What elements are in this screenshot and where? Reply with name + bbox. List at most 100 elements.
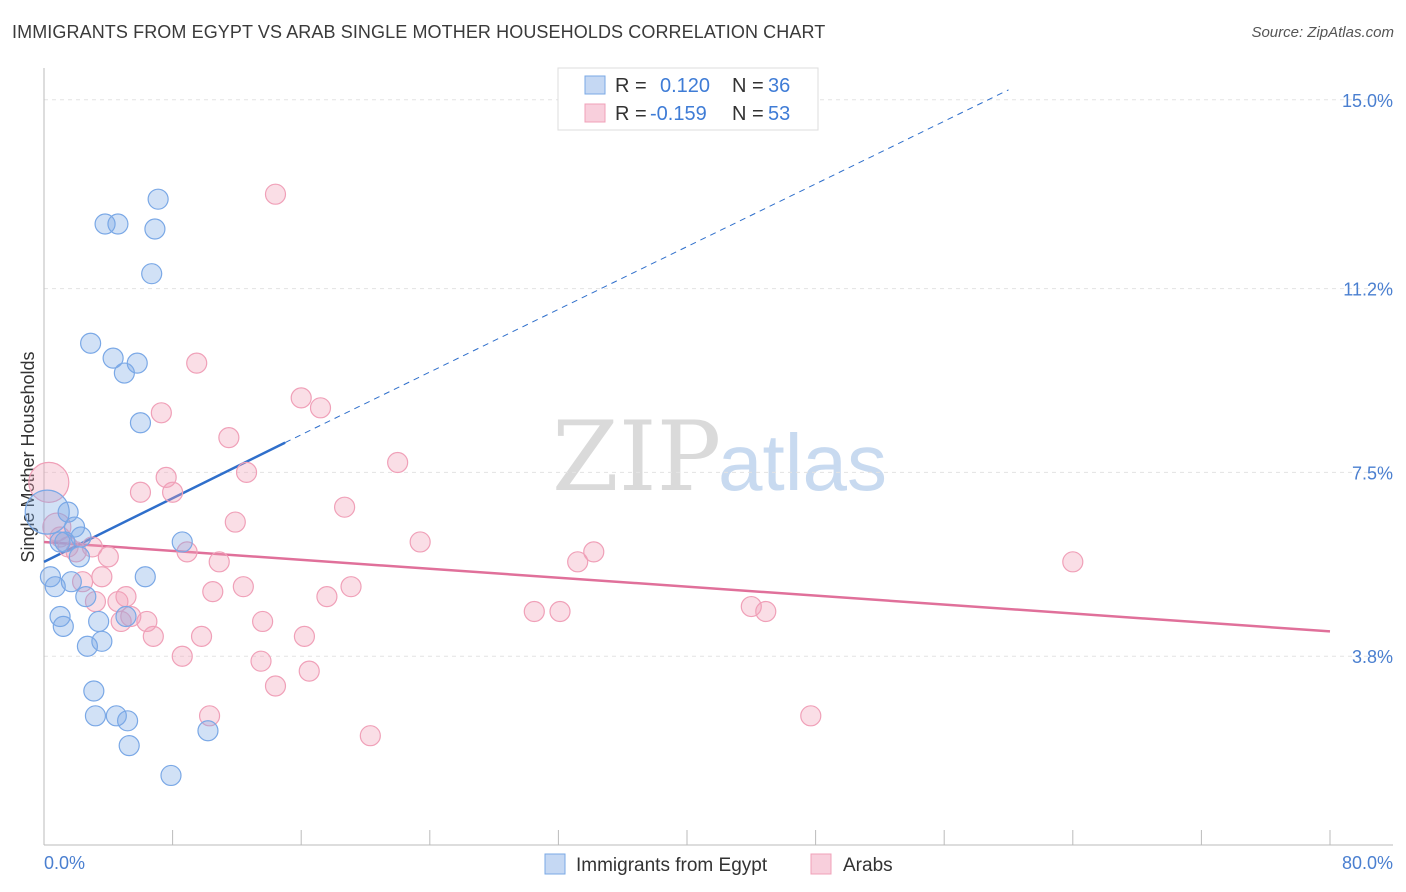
- point-arabs: [176, 541, 198, 563]
- point-egypt: [129, 412, 152, 434]
- point-arabs: [115, 586, 137, 608]
- gridlines: [44, 99, 1393, 657]
- point-egypt: [83, 680, 105, 702]
- legend-n-value-arabs: 53: [768, 103, 790, 125]
- legend-r-label-arabs: R =: [615, 103, 647, 125]
- legend-r-value-arabs: -0.159: [650, 103, 707, 125]
- point-arabs: [202, 581, 224, 603]
- point-arabs: [91, 566, 113, 588]
- legend-r-value-egypt: 0.120: [660, 75, 710, 97]
- point-egypt: [24, 489, 70, 535]
- point-arabs: [340, 576, 362, 598]
- data-points: [24, 183, 1084, 787]
- point-arabs: [252, 610, 274, 633]
- y-tick-label: 3.8%: [1352, 647, 1393, 667]
- bottom-legend-swatch-egypt: [544, 853, 566, 875]
- point-arabs: [120, 605, 142, 628]
- point-egypt: [102, 347, 124, 369]
- point-arabs: [583, 541, 605, 563]
- point-egypt: [60, 571, 82, 593]
- trend-lines: [43, 89, 1331, 633]
- point-arabs: [755, 600, 777, 623]
- point-egypt: [126, 352, 148, 374]
- legend-n-label-egypt: N =: [732, 75, 764, 97]
- legend-n-label-arabs: N =: [732, 103, 764, 125]
- axes: [43, 68, 1393, 846]
- point-arabs: [97, 546, 119, 568]
- point-egypt: [52, 615, 74, 638]
- point-egypt: [171, 531, 193, 553]
- point-arabs: [162, 481, 184, 503]
- point-egypt: [70, 526, 92, 548]
- point-egypt: [116, 710, 139, 732]
- watermark-zip: ZIP: [552, 401, 721, 513]
- point-egypt: [84, 705, 107, 727]
- point-egypt: [115, 605, 137, 628]
- y-tick-label: 7.5%: [1352, 463, 1393, 483]
- correlation-legend: R = 0.120 N = 36 R = -0.159 N = 53: [557, 67, 819, 131]
- point-arabs: [549, 600, 571, 623]
- y-tick-label: 15.0%: [1342, 91, 1393, 111]
- point-egypt: [49, 531, 71, 553]
- point-arabs: [293, 625, 316, 647]
- legend-swatch-arabs: [584, 103, 606, 123]
- point-egypt: [144, 218, 166, 240]
- point-egypt: [141, 263, 163, 285]
- legend-n-value-egypt: 36: [768, 75, 790, 97]
- legend-swatch-egypt: [584, 75, 606, 95]
- point-egypt: [75, 586, 97, 608]
- watermark: ZIP atlas: [552, 401, 887, 513]
- point-arabs: [150, 402, 172, 424]
- point-arabs: [523, 600, 545, 623]
- x-tick-labels: 0.0% 80.0%: [44, 853, 1393, 873]
- point-egypt: [118, 735, 140, 757]
- point-egypt: [68, 546, 90, 568]
- y-axis-label: Single Mother Households: [18, 351, 38, 562]
- point-arabs: [1062, 551, 1084, 573]
- point-arabs: [218, 427, 240, 449]
- point-egypt: [94, 213, 116, 235]
- point-arabs: [264, 675, 287, 697]
- point-arabs: [129, 481, 152, 503]
- point-arabs: [309, 397, 332, 419]
- point-arabs: [359, 725, 381, 747]
- point-arabs: [208, 551, 230, 573]
- point-egypt: [134, 566, 156, 588]
- point-egypt: [44, 576, 66, 598]
- point-arabs: [142, 625, 164, 647]
- point-egypt: [107, 213, 129, 235]
- point-arabs: [334, 496, 356, 518]
- point-arabs: [171, 645, 193, 667]
- point-arabs: [264, 183, 287, 205]
- point-arabs: [387, 451, 409, 474]
- series-legend: Immigrants from Egypt Arabs: [544, 853, 893, 876]
- legend-r-label-egypt: R =: [615, 75, 647, 97]
- trend-line-arabs: [43, 540, 1331, 633]
- point-arabs: [316, 586, 338, 608]
- chart-title: IMMIGRANTS FROM EGYPT VS ARAB SINGLE MOT…: [12, 22, 826, 42]
- point-arabs: [298, 660, 320, 682]
- point-arabs: [290, 387, 312, 409]
- point-arabs: [186, 352, 208, 374]
- point-arabs: [235, 461, 258, 484]
- point-arabs: [409, 531, 431, 553]
- bottom-legend-swatch-arabs: [810, 853, 832, 875]
- point-arabs: [232, 576, 254, 598]
- point-arabs: [800, 705, 822, 727]
- point-egypt: [197, 720, 219, 742]
- trend-line-egypt-extension: [284, 89, 1009, 444]
- point-egypt: [54, 531, 76, 553]
- y-tick-label: 11.2%: [1343, 280, 1393, 300]
- point-arabs: [250, 650, 272, 672]
- point-arabs: [567, 551, 589, 573]
- point-egypt: [160, 764, 182, 787]
- point-arabs: [224, 511, 246, 533]
- point-egypt: [80, 332, 102, 354]
- bottom-legend-label-arabs: Arabs: [843, 855, 893, 876]
- watermark-atlas: atlas: [718, 418, 887, 507]
- point-egypt: [105, 705, 127, 727]
- x-tick-label-min: 0.0%: [44, 853, 85, 873]
- source-label: Source: ZipAtlas.com: [1251, 24, 1394, 41]
- point-egypt: [88, 610, 110, 633]
